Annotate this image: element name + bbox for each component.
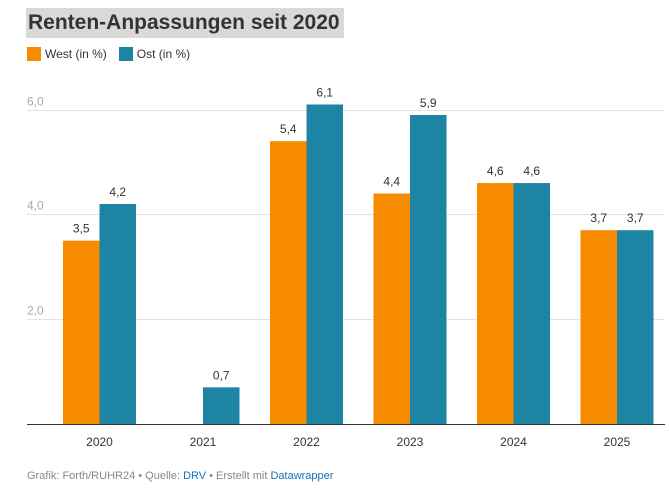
legend-swatch-west bbox=[27, 47, 41, 61]
bar-west bbox=[477, 183, 514, 424]
footer-created: • Erstellt mit bbox=[206, 470, 271, 482]
datawrapper-link[interactable]: Datawrapper bbox=[270, 470, 334, 482]
data-label: 4,4 bbox=[383, 175, 400, 189]
x-tick-label: 2025 bbox=[604, 435, 631, 449]
data-label: 3,7 bbox=[590, 211, 607, 225]
data-label: 5,4 bbox=[280, 122, 297, 136]
bar-west bbox=[270, 141, 307, 424]
source-link[interactable]: DRV bbox=[183, 470, 207, 482]
bar-ost bbox=[306, 104, 343, 424]
bar-west bbox=[373, 193, 410, 424]
x-tick-label: 2023 bbox=[397, 435, 424, 449]
data-label: 4,6 bbox=[487, 164, 504, 178]
legend-item-ost: Ost (in %) bbox=[118, 47, 191, 61]
data-label: 4,6 bbox=[523, 164, 540, 178]
bar-ost bbox=[617, 230, 654, 424]
data-label: 0,7 bbox=[213, 368, 230, 382]
y-tick-label: 2,0 bbox=[27, 304, 44, 318]
y-tick-label: 4,0 bbox=[27, 199, 44, 213]
data-label: 4,2 bbox=[109, 185, 126, 199]
bar-ost bbox=[99, 204, 136, 424]
x-tick-label: 2020 bbox=[86, 435, 113, 449]
bar-west bbox=[63, 240, 100, 424]
legend-label-ost: Ost (in %) bbox=[136, 47, 191, 61]
y-tick-label: 6,0 bbox=[27, 95, 44, 109]
data-label: 6,1 bbox=[316, 86, 333, 100]
footer-credit: Grafik: Forth/RUHR24 • Quelle: bbox=[27, 470, 184, 482]
chart-title: Renten-Anpassungen seit 2020 bbox=[26, 8, 344, 38]
legend-item-west: West (in %) bbox=[27, 47, 107, 61]
x-tick-label: 2024 bbox=[500, 435, 527, 449]
x-tick-label: 2022 bbox=[293, 435, 320, 449]
legend-swatch-ost bbox=[118, 47, 133, 61]
bar-ost bbox=[203, 387, 240, 424]
data-label: 3,5 bbox=[73, 222, 90, 236]
data-label: 3,7 bbox=[627, 211, 644, 225]
bar-west bbox=[580, 230, 617, 424]
data-label: 5,9 bbox=[420, 96, 437, 110]
legend: West (in %) Ost (in %) bbox=[27, 47, 202, 61]
bar-ost bbox=[410, 114, 447, 425]
legend-label-west: West (in %) bbox=[45, 47, 107, 61]
x-tick-label: 2021 bbox=[190, 435, 217, 449]
footer: Grafik: Forth/RUHR24 • Quelle: DRV • Ers… bbox=[27, 470, 333, 482]
bar-ost bbox=[513, 183, 550, 424]
